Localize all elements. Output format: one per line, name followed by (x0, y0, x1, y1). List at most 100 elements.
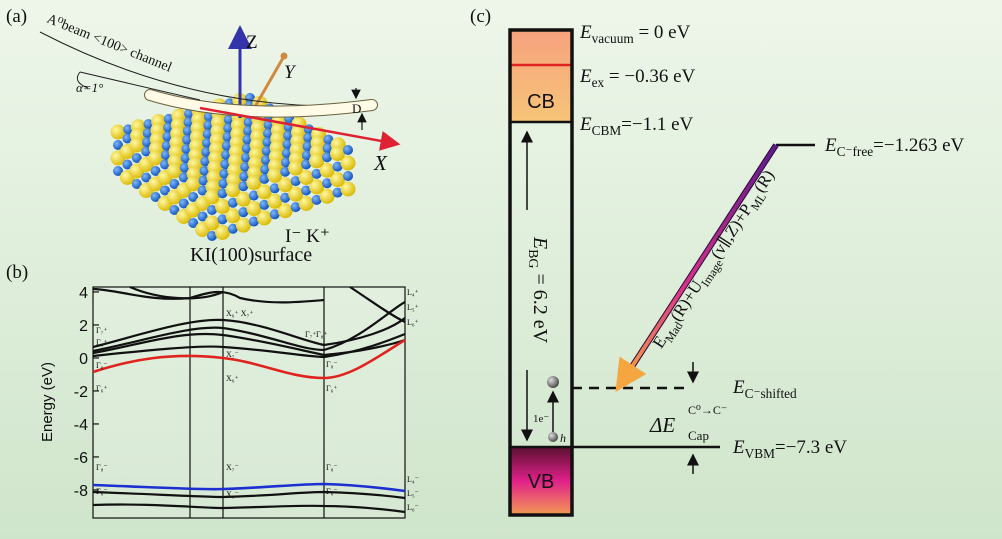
iodide-ion (166, 163, 182, 179)
symmetry-label: Γ₈⁻ (326, 463, 338, 472)
symmetry-label: L₄⁻ (407, 475, 419, 484)
potassium-ion (241, 143, 252, 154)
band (349, 286, 406, 323)
potassium-ion (282, 139, 293, 150)
potassium-ion (122, 159, 133, 170)
potassium-ion (198, 175, 209, 186)
potassium-ion (169, 179, 180, 189)
panel-label: (a) (6, 6, 27, 27)
iodide-ion (214, 224, 230, 240)
potassium-ion (163, 122, 174, 133)
potassium-ion (113, 140, 123, 150)
symmetry-label: Γ₇⁺ (96, 326, 108, 335)
potassium-ion (160, 185, 170, 196)
potassium-ion (248, 216, 259, 227)
text-part: E (579, 114, 592, 135)
potassium-ion (217, 188, 228, 199)
potassium-ion (181, 143, 192, 154)
iodide-ion (129, 137, 145, 153)
potassium-ion (163, 113, 174, 124)
angle-arc (76, 71, 89, 89)
potassium-ion (142, 128, 153, 139)
potassium-ion (150, 192, 161, 202)
axis-label: X (373, 151, 388, 175)
potassium-ion (179, 162, 190, 173)
potassium-ion (160, 159, 170, 170)
symmetry-label: Γ₆⁺ (326, 384, 338, 393)
conduction-band (510, 30, 572, 122)
subscript: BG (525, 249, 540, 268)
iodide-ion (319, 188, 335, 204)
iodide-ion (288, 160, 304, 176)
bands (92, 285, 406, 514)
potassium-ion (199, 165, 210, 176)
text-part: E (529, 236, 551, 249)
iodide-ion (246, 175, 262, 191)
y-tick-label: 2 (79, 318, 88, 335)
y-axis (250, 57, 285, 113)
symmetry-label: L₅⁻ (407, 489, 419, 498)
symmetry-label: Γ₈⁺ (316, 330, 328, 339)
iodide-ion (340, 181, 356, 197)
potassium-ion (169, 205, 180, 215)
level-label: Evacuum = 0 eV (579, 22, 691, 46)
potassium-ion (141, 172, 152, 183)
potassium-ion (150, 166, 161, 176)
iodide-ion (309, 179, 325, 195)
potassium-ion (241, 152, 252, 163)
text-part: E (579, 22, 592, 43)
potassium-ion (281, 157, 292, 168)
potassium-ion (261, 145, 272, 156)
potassium-ion (248, 190, 259, 201)
potassium-ion (184, 108, 195, 119)
potassium-ion (218, 178, 229, 189)
y-tick-label: -8 (74, 483, 88, 500)
axis-label: Y (284, 62, 297, 83)
potassium-ion (301, 159, 312, 170)
x-axis (199, 106, 401, 151)
iodide-ion (225, 208, 241, 224)
beam-tube (145, 90, 377, 117)
iodide-ion (330, 172, 346, 188)
y-axis-tip (280, 52, 288, 60)
potassium-ion (188, 218, 199, 228)
potassium-ion (203, 111, 214, 122)
band-gap-label: EBG = 6.2 eV (525, 236, 551, 344)
symmetry-label: X₇⁻ (226, 350, 239, 359)
potassium-ion (263, 119, 274, 130)
potassium-ion (262, 137, 273, 148)
potassium-ion (143, 119, 154, 130)
potassium-ion (280, 192, 291, 203)
y-axis-label: Energy (eV) (39, 362, 56, 442)
potassium-ion (183, 117, 194, 128)
iodide-ion (204, 215, 220, 231)
potassium-ion (259, 199, 270, 210)
potassium-ion (142, 137, 153, 148)
text-part: = 0 eV (634, 22, 691, 43)
iodide-ion (277, 177, 293, 193)
symmetry-label: Γ₆⁺ (96, 384, 108, 393)
potassium-ion (227, 223, 238, 234)
symmetry-lines (189, 287, 325, 518)
potassium-ion (219, 168, 230, 179)
ions-label: I⁻ K⁺ (285, 226, 330, 247)
cb-label: CB (527, 91, 555, 113)
axis-label: Z (246, 32, 258, 53)
potassium-ion (223, 114, 234, 125)
potassium-ion (311, 194, 322, 205)
potassium-ion (223, 123, 234, 134)
symmetry-label: L₆⁺ (407, 318, 419, 327)
potassium-ion (178, 198, 189, 209)
potassium-ion (322, 143, 333, 154)
potassium-ion (217, 214, 228, 225)
potassium-ion (243, 117, 254, 128)
text-part: =−1.1 eV (621, 114, 693, 135)
potassium-ion (182, 134, 193, 145)
iodide-ion (235, 191, 251, 207)
iodide-ion (148, 150, 164, 166)
subscript: C⁻shifted (745, 386, 797, 401)
angle-label: α=1° (76, 80, 103, 95)
iodide-ion (298, 195, 314, 211)
